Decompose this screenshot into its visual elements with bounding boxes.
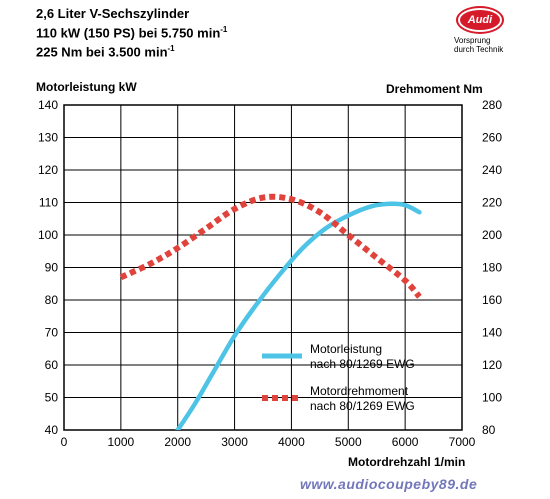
y-left-tick-label: 70 xyxy=(45,326,59,340)
engine-spec-header: 2,6 Liter V-Sechszylinder 110 kW (150 PS… xyxy=(36,6,227,61)
x-tick-label: 5000 xyxy=(335,435,362,449)
x-tick-label: 0 xyxy=(61,435,68,449)
y-left-tick-label: 140 xyxy=(38,98,58,112)
y-right-tick-label: 200 xyxy=(482,228,502,242)
watermark: www.audiocoupeby89.de xyxy=(300,476,478,492)
x-tick-label: 1000 xyxy=(108,435,135,449)
y-right-tick-label: 260 xyxy=(482,131,502,145)
y-right-tick-label: 100 xyxy=(482,391,502,405)
y-left-tick-label: 40 xyxy=(45,423,59,437)
x-axis-label: Motordrehzahl 1/min xyxy=(348,455,466,469)
y-left-tick-label: 110 xyxy=(39,196,58,210)
audi-logo: Audi Vorsprung durch Technik xyxy=(448,6,544,56)
x-tick-label: 7000 xyxy=(449,435,476,449)
power-spec: 110 kW (150 PS) bei 5.750 min-1 xyxy=(36,25,228,41)
power-curve xyxy=(175,201,422,430)
y-right-tick-label: 280 xyxy=(482,98,502,112)
y-right-tick-label: 120 xyxy=(482,358,502,372)
legend-power-label: Motorleistung xyxy=(310,342,382,356)
y-left-tick-label: 80 xyxy=(45,293,59,307)
y-right-tick-label: 160 xyxy=(482,293,502,307)
torque-spec-exponent: -1 xyxy=(167,44,175,54)
torque-curve xyxy=(119,193,422,299)
legend-power-sublabel: nach 80/1269 EWG xyxy=(310,357,415,371)
y-right-tick-label: 80 xyxy=(482,423,496,437)
y-right-tick-label: 140 xyxy=(482,326,502,340)
y-left-tick-label: 100 xyxy=(38,228,58,242)
engine-type: 2,6 Liter V-Sechszylinder xyxy=(36,6,190,21)
x-tick-label: 3000 xyxy=(221,435,248,449)
x-tick-label: 6000 xyxy=(392,435,419,449)
plot-frame xyxy=(63,104,463,431)
audi-oval-icon: Audi xyxy=(456,6,504,34)
audi-slogan: Vorsprung durch Technik xyxy=(454,36,504,54)
torque-spec: 225 Nm bei 3.500 min-1 xyxy=(36,44,175,60)
y-axis-left-label: Motorleistung kW xyxy=(36,80,137,94)
y-right-tick-label: 180 xyxy=(482,261,502,275)
x-tick-label: 4000 xyxy=(278,435,305,449)
y-right-tick-label: 240 xyxy=(482,163,502,177)
audi-brand-text: Audi xyxy=(460,10,500,30)
y-left-tick-label: 90 xyxy=(45,261,59,275)
y-left-tick-label: 130 xyxy=(38,131,58,145)
y-left-tick-label: 50 xyxy=(45,391,59,405)
legend-torque-sublabel: nach 80/1269 EWG xyxy=(310,399,415,413)
y-axis-right-label: Drehmoment Nm xyxy=(386,82,483,96)
y-left-tick-label: 120 xyxy=(38,163,58,177)
legend-torque-label: Motordrehmoment xyxy=(310,384,409,398)
power-spec-exponent: -1 xyxy=(220,25,228,34)
x-tick-label: 2000 xyxy=(164,435,191,449)
y-left-tick-label: 60 xyxy=(45,358,59,372)
y-right-tick-label: 220 xyxy=(482,196,502,210)
